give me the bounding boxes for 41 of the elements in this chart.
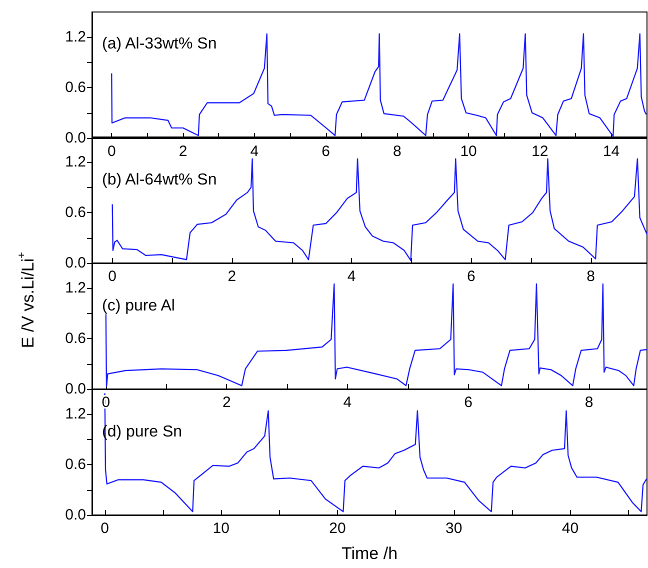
x-tick-label: 8 [392,143,402,160]
y-tick-label: 0.0 [65,380,86,398]
x-tick-label: 2 [222,394,231,411]
x-tick-label: 4 [347,268,356,285]
y-tick-label: 0.0 [65,130,86,146]
x-tick-label: 6 [464,394,472,411]
y-tick-label: 1.2 [65,28,86,46]
text: (c) pure Al [102,298,175,314]
x-tick-label: 6 [467,268,476,285]
x-tick-label: 4 [250,143,259,160]
y-tick-label: 0.6 [65,330,86,348]
x-tick-label: 0 [100,520,109,537]
x-tick-label: 8 [584,394,594,411]
text: (b) Al-64wt% Sn [102,172,217,188]
text: (a) Al-33wt% Sn [102,36,217,52]
x-tick-label: 2 [228,268,236,285]
x-tick-label: 10 [460,143,477,160]
x-tick-label: 10 [212,520,230,537]
y-tick-label: 1.2 [65,406,86,423]
x-tick-label: 2 [178,143,188,160]
x-tick-label: 30 [446,520,462,537]
x-tick-label: 0 [107,143,116,160]
y-tick-label: 0.6 [65,456,86,474]
x-tick-label: 8 [586,268,595,285]
line-series [104,392,648,512]
x-tick-label: 40 [562,520,579,537]
x-tick-label: 14 [602,143,620,160]
x-axis-title: Time /h [341,544,398,563]
line-series [105,283,648,388]
x-tick-label: 12 [532,143,548,160]
y-tick-label: 0.0 [65,506,86,524]
y-tick-label: 0.6 [65,204,86,222]
y-axis-title: E /V vs.Li/Li+ [16,252,38,348]
y-tick-label: 1.2 [65,280,86,297]
y-tick-label: 0.6 [65,79,86,96]
x-tick-label: 6 [322,143,330,160]
y-tick-label: 1.2 [65,154,86,171]
x-tick-label: 20 [329,520,346,537]
x-tick-label: 4 [343,394,352,411]
y-tick-label: 0.0 [65,254,86,272]
x-tick-label: 0 [108,268,117,285]
